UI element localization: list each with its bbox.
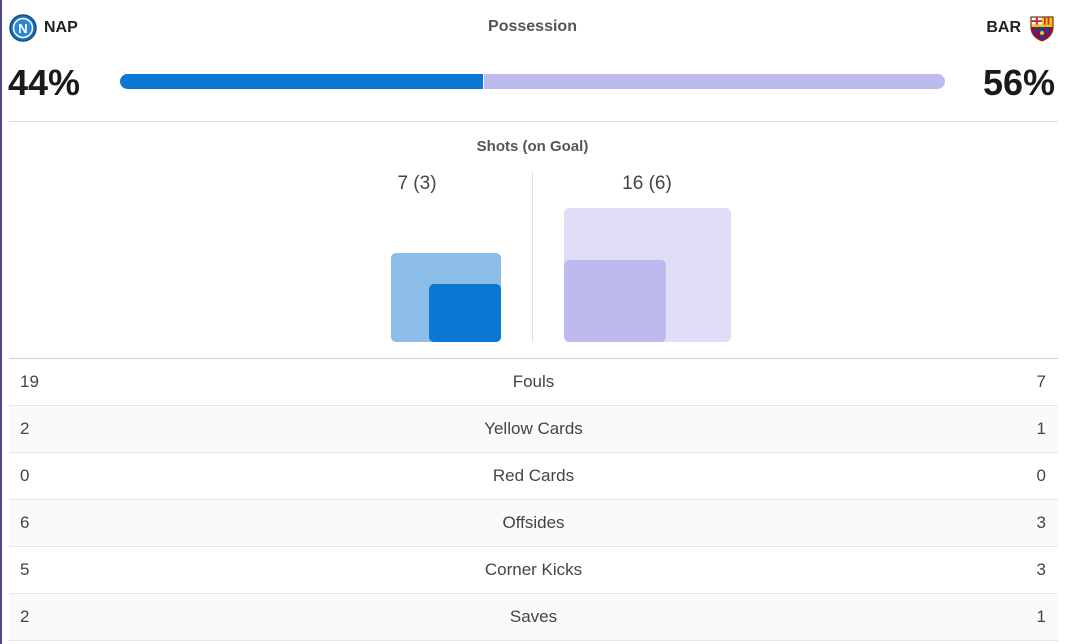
stat-label: Offsides — [502, 513, 565, 532]
away-shots-on-goal-box — [564, 259, 667, 342]
possession-title: Possession — [488, 18, 577, 35]
stat-row-offsides: 6 Offsides 3 — [9, 500, 1058, 547]
away-stat-value: 1 — [1036, 607, 1046, 626]
home-stat-value: 2 — [20, 607, 30, 626]
home-possession-value: 44% — [8, 62, 81, 103]
away-possession-value: 56% — [982, 62, 1055, 103]
away-stat-value: 1 — [1036, 419, 1046, 438]
home-stat-value: 19 — [20, 372, 39, 391]
svg-text:N: N — [18, 21, 27, 36]
shots-title: Shots (on Goal) — [476, 138, 589, 155]
barcelona-crest-icon — [1028, 14, 1056, 42]
stat-row-saves: 2 Saves 1 — [9, 594, 1058, 641]
stat-row-yellow-cards: 2 Yellow Cards 1 — [9, 406, 1058, 453]
stat-label: Corner Kicks — [484, 560, 583, 579]
stat-row-red-cards: 0 Red Cards 0 — [9, 453, 1058, 500]
home-stat-value: 2 — [20, 419, 30, 438]
stats-table: 19 Fouls 7 2 Yellow Cards 1 0 Red Cards … — [9, 359, 1058, 641]
home-team-abbr: NAP — [44, 19, 78, 36]
away-stat-value: 7 — [1036, 372, 1046, 391]
away-shots-value: 16 (6) — [622, 173, 672, 194]
stat-label: Fouls — [512, 372, 555, 391]
section-divider — [9, 121, 1058, 122]
napoli-crest-icon: N — [9, 14, 37, 42]
shots-center-line — [532, 172, 533, 342]
away-stat-value: 3 — [1036, 513, 1046, 532]
home-shots-on-goal-box — [428, 283, 501, 342]
away-team-abbr: BAR — [986, 19, 1021, 36]
home-stat-value: 6 — [20, 513, 30, 532]
possession-bar — [120, 74, 945, 89]
home-stat-value: 5 — [20, 560, 30, 579]
section-divider — [9, 358, 1058, 359]
stat-label: Red Cards — [492, 466, 575, 485]
home-team: N NAP — [9, 14, 78, 42]
away-stat-value: 0 — [1036, 466, 1046, 485]
home-stat-value: 0 — [20, 466, 30, 485]
away-team: BAR — [986, 14, 1056, 42]
stat-label: Saves — [509, 607, 558, 626]
possession-bar-away — [483, 74, 945, 89]
stat-label: Yellow Cards — [484, 419, 583, 438]
away-stat-value: 3 — [1036, 560, 1046, 579]
possession-bar-home — [120, 74, 483, 89]
home-shots-value: 7 (3) — [397, 173, 437, 194]
stat-row-fouls: 19 Fouls 7 — [9, 359, 1058, 406]
stat-row-corner-kicks: 5 Corner Kicks 3 — [9, 547, 1058, 594]
window-edge — [0, 0, 2, 644]
